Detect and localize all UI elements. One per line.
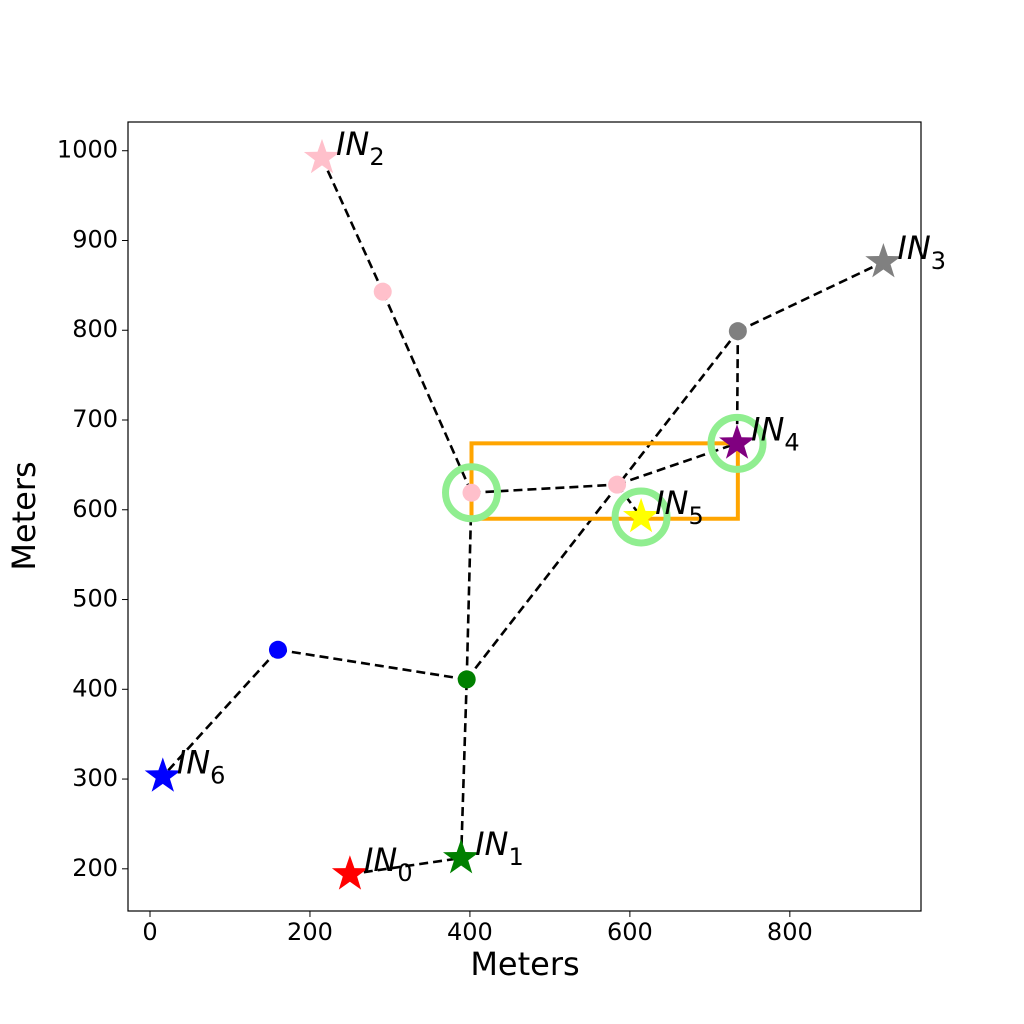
edge: [349, 856, 462, 876]
node-label: IN3: [897, 229, 946, 275]
node-label-main: IN: [364, 841, 397, 879]
y-tick-label: 800: [72, 315, 118, 343]
x-tick-label: 800: [767, 918, 813, 946]
relay-node: [608, 475, 627, 494]
star-node: [443, 839, 480, 874]
y-tick-label: 500: [72, 585, 118, 613]
node-label-sub: 6: [210, 761, 225, 789]
y-tick-label: 300: [72, 764, 118, 792]
node-label-main: IN: [475, 825, 508, 863]
node-label-sub: 1: [508, 843, 523, 871]
node-label-main: IN: [751, 410, 784, 448]
star-node: [303, 138, 340, 174]
node-label: IN2: [336, 125, 385, 171]
ring: [707, 413, 767, 473]
edge: [465, 330, 739, 681]
node-label-sub: 0: [397, 859, 412, 887]
relay-node: [268, 640, 287, 659]
relay-node: [457, 670, 476, 689]
edge: [459, 679, 469, 859]
node-label-main: IN: [177, 743, 210, 781]
y-tick-label: 400: [72, 674, 118, 702]
edge: [161, 648, 279, 778]
node-label-sub: 3: [931, 247, 946, 275]
x-tick-label: 200: [287, 918, 333, 946]
node-label-sub: 4: [784, 428, 799, 456]
edge: [277, 648, 467, 681]
relay-node: [462, 483, 481, 502]
node-label: IN6: [177, 743, 226, 789]
y-tick-label: 600: [72, 495, 118, 523]
edge: [381, 291, 473, 494]
y-tick-label: 200: [72, 854, 118, 882]
y-tick-label: 900: [72, 225, 118, 253]
x-tick-label: 400: [447, 918, 493, 946]
star-node: [865, 243, 902, 278]
ring: [611, 487, 671, 547]
star-node: [144, 757, 181, 792]
relay-node: [728, 322, 747, 341]
node-label-main: IN: [336, 125, 369, 163]
ring: [442, 463, 502, 523]
y-tick-label: 1000: [57, 136, 118, 164]
plot-frame: [127, 121, 922, 912]
edge: [320, 157, 384, 293]
edge: [737, 260, 884, 333]
node-label-main: IN: [897, 229, 930, 267]
node-label-sub: 5: [688, 502, 703, 530]
y-tick-label: 700: [72, 405, 118, 433]
node-label: IN5: [655, 484, 704, 530]
x-axis-label: Meters: [470, 945, 579, 983]
node-label: IN0: [364, 841, 413, 887]
node-label: IN1: [475, 825, 524, 871]
edge: [735, 331, 740, 444]
edge: [616, 442, 738, 486]
star-node: [623, 497, 660, 533]
edge: [465, 492, 473, 680]
node-label: IN4: [751, 410, 800, 456]
y-axis-label: Meters: [5, 461, 43, 570]
edge: [471, 483, 618, 495]
node-label-sub: 2: [369, 143, 384, 171]
x-tick-label: 600: [607, 918, 653, 946]
relay-node: [373, 282, 392, 301]
highlight-rect: [469, 441, 740, 521]
node-label-main: IN: [655, 484, 688, 522]
star-node: [331, 855, 368, 890]
star-node: [719, 424, 756, 459]
x-tick-label: 0: [142, 918, 157, 946]
